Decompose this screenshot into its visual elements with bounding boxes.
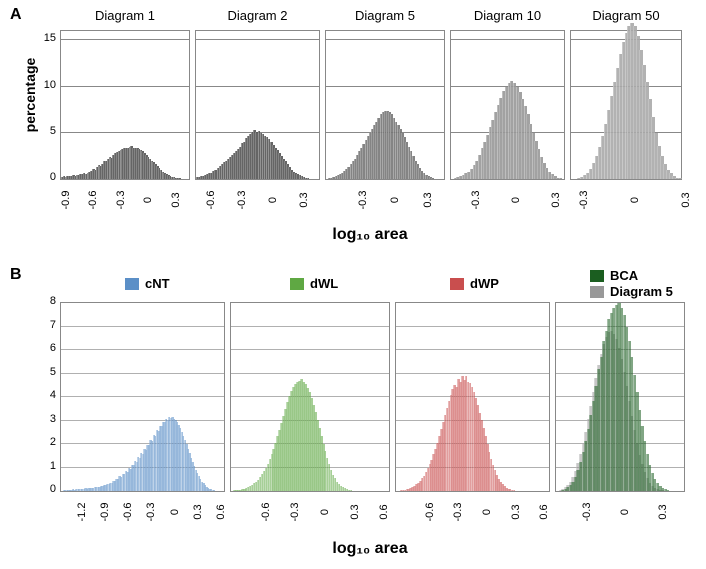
x-tick-label: 0.6 [215,496,227,528]
x-tick-label: 0.6 [538,496,550,528]
x-tick-label: 0.3 [510,496,522,528]
y-tick-label: 10 [32,79,56,91]
x-tick-label: -0.6 [260,496,272,528]
x-tick-label: -0.9 [60,184,72,216]
y-tick-label: 7 [32,319,56,331]
x-tick-label: 0 [619,496,631,528]
chart-title: Diagram 10 [445,8,570,23]
y-tick-label: 1 [32,460,56,472]
x-tick-label: 0 [629,184,641,216]
legend-label: dWP [470,276,499,291]
x-tick-label: 0.3 [349,496,361,528]
panel-B-label: B [10,266,22,284]
x-tick-label: 0.3 [192,496,204,528]
legend-swatch [590,270,604,282]
x-tick-label: -0.3 [145,496,157,528]
y-tick-label: 8 [32,295,56,307]
x-tick-label: -0.3 [578,184,590,216]
x-tick-label: 0 [267,184,279,216]
x-tick-label: 0.3 [298,184,310,216]
legend-swatch [450,278,464,290]
y-tick-label: 15 [32,32,56,44]
chart-plot [555,302,685,492]
legend-swatch [290,278,304,290]
x-tick-label: 0 [169,496,181,528]
chart-title: Diagram 1 [55,8,195,23]
x-tick-label: -0.6 [122,496,134,528]
panelA-xlabel: log₁₀ area [300,226,440,244]
x-tick-label: 0.3 [680,184,692,216]
chart-plot [325,30,445,180]
legend-label: Diagram 5 [610,284,673,299]
x-tick-label: -0.6 [424,496,436,528]
chart-title: Diagram 5 [320,8,450,23]
x-tick-label: 0.3 [550,184,562,216]
y-tick-label: 5 [32,366,56,378]
panel-A-label: A [10,6,22,24]
legend-label: dWL [310,276,338,291]
x-tick-label: 0.3 [170,184,182,216]
x-tick-label: 0.6 [378,496,390,528]
chart-title: Diagram 50 [565,8,687,23]
y-tick-label: 5 [32,125,56,137]
x-tick-label: 0 [389,184,401,216]
figure: { "panel_labels": { "A": "A", "B": "B" }… [0,0,706,569]
y-tick-label: 3 [32,413,56,425]
x-tick-label: -0.3 [357,184,369,216]
x-tick-label: -0.9 [99,496,111,528]
legend-label: BCA [610,268,638,283]
x-tick-label: -0.3 [236,184,248,216]
x-tick-label: -0.3 [452,496,464,528]
chart-plot [450,30,565,180]
x-tick-label: -0.6 [87,184,99,216]
x-tick-label: 0 [142,184,154,216]
chart-plot [570,30,682,180]
x-tick-label: -0.3 [470,184,482,216]
y-tick-label: 6 [32,342,56,354]
x-tick-label: -0.3 [289,496,301,528]
chart-plot [60,30,190,180]
x-tick-label: -1.2 [76,496,88,528]
panelB-xlabel: log₁₀ area [300,540,440,558]
y-tick-label: 0 [32,483,56,495]
x-tick-label: -0.6 [205,184,217,216]
y-tick-label: 4 [32,389,56,401]
y-tick-label: 0 [32,171,56,183]
chart-plot [395,302,550,492]
legend-label: cNT [145,276,170,291]
x-tick-label: 0 [319,496,331,528]
x-tick-label: 0 [510,184,522,216]
chart-plot [230,302,390,492]
chart-title: Diagram 2 [190,8,325,23]
histogram-bar [678,178,682,179]
x-tick-label: 0.3 [657,496,669,528]
chart-plot [60,302,225,492]
x-tick-label: -0.3 [115,184,127,216]
legend-swatch [590,286,604,298]
chart-plot [195,30,320,180]
panelA-ylabel: percentage [22,30,38,160]
x-tick-label: 0 [481,496,493,528]
legend-swatch [125,278,139,290]
x-tick-label: -0.3 [581,496,593,528]
y-tick-label: 2 [32,436,56,448]
x-tick-label: 0.3 [422,184,434,216]
